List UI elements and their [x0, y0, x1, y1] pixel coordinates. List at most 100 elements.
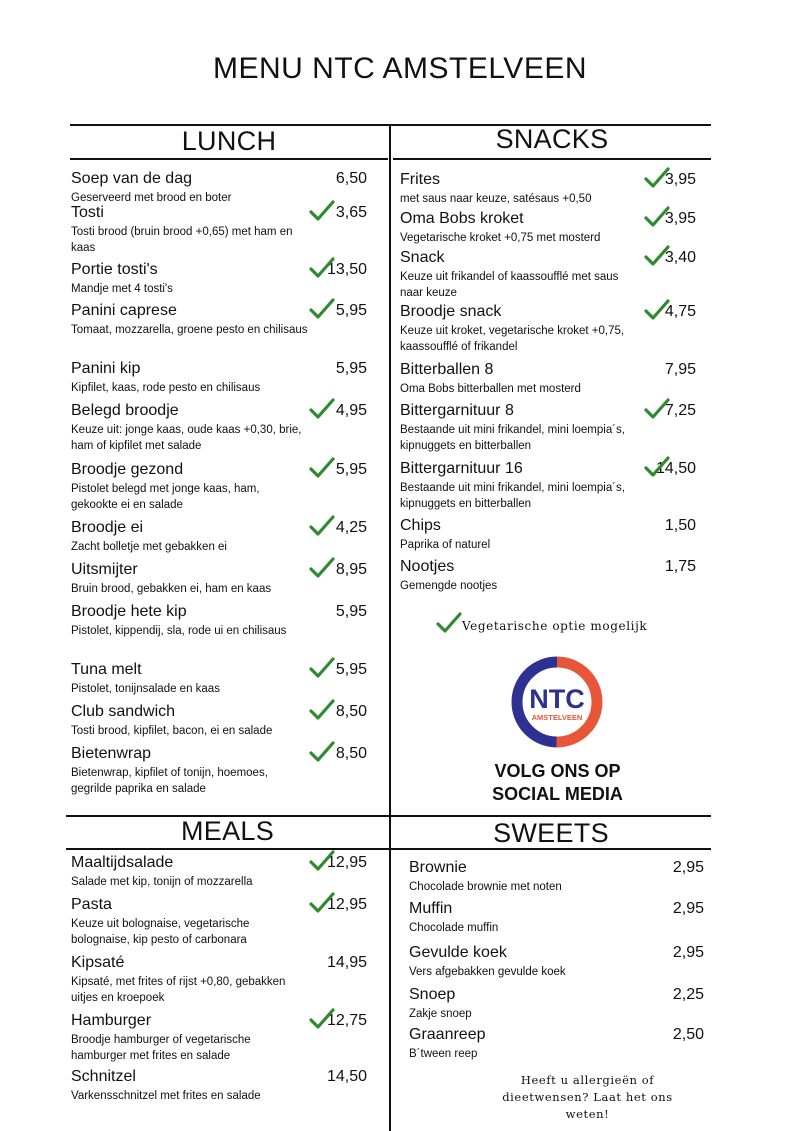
checkmark-icon	[309, 200, 335, 222]
item-name: Tosti	[71, 204, 104, 221]
snacks-item: Frites met saus naar keuze, satésaus +0,5…	[400, 170, 640, 207]
checkmark-icon	[309, 699, 335, 721]
item-name: Graanreep	[409, 1026, 486, 1043]
lunch-item: Tosti Tosti brood (bruin brood +0,65) met…	[71, 203, 309, 256]
item-price: 14,50	[326, 1068, 367, 1085]
item-name: Snack	[400, 249, 445, 266]
item-price: 2,50	[672, 1026, 704, 1043]
vegetarian-note-text: Vegetarische optie mogelijk	[462, 619, 648, 633]
item-description: Varkensschnitzel met frites en salade	[71, 1090, 261, 1102]
social-line-1: VOLG ONS OP	[494, 761, 621, 781]
checkmark-icon	[644, 299, 670, 321]
lunch-item: Portie tosti's Mandje met 4 tosti's	[71, 260, 309, 297]
item-name: Bitterballen 8	[400, 361, 494, 378]
item-name: Chips	[400, 517, 441, 534]
item-description: Pistolet, tonijnsalade en kaas	[71, 683, 220, 695]
checkmark-icon	[436, 612, 462, 634]
lunch-underline	[70, 158, 388, 160]
snacks-item: Chips Paprika of naturel	[400, 516, 640, 553]
item-description: Pistolet belegd met jonge kaas, ham, gek…	[71, 483, 260, 511]
item-name: Bittergarnituur 16	[400, 460, 523, 477]
sweets-heading: SWEETS	[493, 818, 609, 848]
item-price: 1,50	[664, 517, 696, 534]
snacks-item: Snack Keuze uit frikandel of kaassoufflé …	[400, 248, 640, 301]
item-description: Zakje snoep	[409, 1008, 472, 1020]
checkmark-icon	[644, 456, 670, 478]
checkmark-icon	[309, 557, 335, 579]
lunch-item: Broodje gezond Pistolet belegd met jonge …	[71, 460, 309, 513]
lunch-item: Broodje hete kip Pistolet, kippendij, sla…	[71, 602, 309, 639]
lunch-item: Club sandwich Tosti brood, kipfilet, baco…	[71, 702, 309, 739]
item-description: B´tween reep	[409, 1048, 478, 1060]
item-price: 3,65	[335, 204, 367, 221]
meals-item: Hamburger Broodje hamburger of vegetarisc…	[71, 1011, 309, 1064]
item-name: Kipsaté	[71, 954, 125, 971]
item-price: 2,95	[672, 859, 704, 876]
checkmark-icon	[309, 457, 335, 479]
checkmark-icon	[309, 741, 335, 763]
item-description: Keuze uit bolognaise, vegetarische bolog…	[71, 918, 250, 946]
item-description: Chocolade brownie met noten	[409, 881, 562, 893]
item-description: Bestaande uit mini frikandel, mini loemp…	[400, 482, 625, 510]
item-price: 8,50	[335, 745, 367, 762]
social-line-2: SOCIAL MEDIA	[492, 784, 623, 804]
sweets-item: Brownie Chocolade brownie met noten	[409, 858, 649, 895]
snacks-item: Broodje snack Keuze uit kroket, vegetaris…	[400, 302, 640, 355]
item-price: 12,95	[326, 854, 367, 871]
item-description: Keuze uit: jonge kaas, oude kaas +0,30, …	[71, 424, 302, 452]
item-description: Kipfilet, kaas, rode pesto en chilisaus	[71, 382, 261, 394]
item-name: Schnitzel	[71, 1068, 136, 1085]
item-name: Portie tosti's	[71, 261, 158, 278]
checkmark-icon	[309, 298, 335, 320]
sweets-item: Gevulde koek Vers afgebakken gevulde koek	[409, 943, 649, 980]
item-description: Tomaat, mozzarella, groene pesto en chil…	[71, 324, 308, 336]
item-price: 1,75	[664, 558, 696, 575]
item-name: Pasta	[71, 896, 112, 913]
lunch-heading: LUNCH	[181, 126, 277, 156]
item-name: Maaltijdsalade	[71, 854, 174, 871]
item-name: Uitsmijter	[71, 561, 138, 578]
item-description: Tosti brood (bruin brood +0,65) met ham …	[71, 226, 293, 254]
checkmark-icon	[309, 257, 335, 279]
item-price: 14,95	[326, 954, 367, 971]
checkmark-icon	[644, 167, 670, 189]
snacks-item: Oma Bobs kroket Vegetarische kroket +0,75…	[400, 209, 640, 246]
item-description: Bietenwrap, kipfilet of tonijn, hoemoes,…	[71, 767, 268, 795]
snacks-item: Nootjes Gemengde nootjes	[400, 557, 640, 594]
item-price: 4,25	[335, 519, 367, 536]
item-price: 2,25	[672, 986, 704, 1003]
checkmark-icon	[644, 398, 670, 420]
item-description: Mandje met 4 tosti's	[71, 283, 173, 295]
item-name: Snoep	[409, 986, 456, 1003]
item-description: Vegetarische kroket +0,75 met mosterd	[400, 232, 601, 244]
item-name: Soep van de dag	[71, 170, 192, 187]
item-price: 7,25	[664, 402, 696, 419]
item-name: Broodje gezond	[71, 461, 184, 478]
lunch-item: Tuna melt Pistolet, tonijnsalade en kaas	[71, 660, 309, 697]
checkmark-icon	[309, 657, 335, 679]
item-price: 5,95	[335, 461, 367, 478]
item-price: 5,95	[335, 302, 367, 319]
item-price: 5,95	[335, 360, 367, 377]
item-name: Panini kip	[71, 360, 141, 377]
sweets-item: Muffin Chocolade muffin	[409, 899, 649, 936]
meals-item: Kipsaté Kipsaté, met frites of rijst +0,8…	[71, 953, 309, 1006]
meals-item: Maaltijdsalade Salade met kip, tonijn of …	[71, 853, 309, 890]
item-name: Bietenwrap	[71, 745, 152, 762]
logo-subtext: AMSTELVEEN	[532, 713, 583, 722]
item-price: 5,95	[335, 603, 367, 620]
item-price: 14,50	[655, 460, 696, 477]
item-price: 4,75	[664, 303, 696, 320]
item-name: Broodje snack	[400, 303, 502, 320]
item-description: Pistolet, kippendij, sla, rode ui en chi…	[71, 625, 287, 637]
checkmark-icon	[644, 245, 670, 267]
item-price: 5,95	[335, 661, 367, 678]
item-price: 8,95	[335, 561, 367, 578]
item-description: Gemengde nootjes	[400, 580, 498, 592]
item-description: Kipsaté, met frites of rijst +0,80, geba…	[71, 976, 286, 1004]
item-price: 3,95	[664, 210, 696, 227]
item-name: Panini caprese	[71, 302, 177, 319]
meals-item: Schnitzel Varkensschnitzel met frites en …	[71, 1067, 309, 1104]
item-price: 13,50	[326, 261, 367, 278]
item-description: Oma Bobs bitterballen met mosterd	[400, 383, 581, 395]
